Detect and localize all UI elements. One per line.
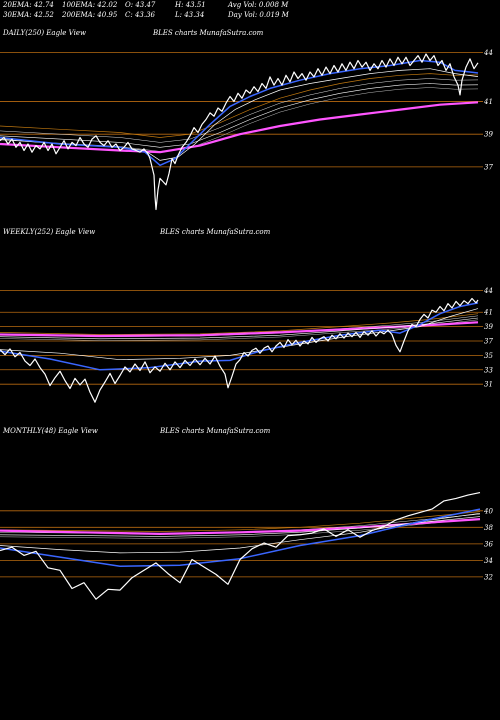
- weekly-price-line: [0, 297, 479, 403]
- monthly-ma-strand: [0, 518, 481, 539]
- weekly-tick-label: 37: [484, 338, 493, 346]
- monthly-ema200-line: [0, 518, 481, 536]
- monthly-ema100-line: [0, 516, 481, 537]
- weekly-watermark: BLES charts MunafaSutra.com: [160, 228, 271, 236]
- monthly-panel-label: MONTHLY(48) Eagle View: [3, 427, 98, 435]
- monthly-tick-label: 32: [484, 573, 493, 581]
- weekly-tick-label: 33: [484, 366, 493, 374]
- monthly-ma-strand: [0, 511, 481, 532]
- header-open: O: 43.47: [125, 1, 156, 9]
- header-avgvol: Avg Vol: 0.008 M: [228, 1, 289, 9]
- monthly-tick-label: 38: [484, 524, 493, 532]
- monthly-watermark: BLES charts MunafaSutra.com: [160, 427, 271, 435]
- daily-ema20-line: [0, 59, 479, 167]
- daily-ma-strand: [0, 87, 479, 152]
- weekly-panel: 44 41 39 37 35 33 31: [0, 287, 493, 403]
- header-dayvol: Day Vol: 0.019 M: [228, 11, 289, 19]
- weekly-tick-label: 41: [483, 309, 493, 317]
- daily-ema30-line: [0, 68, 479, 161]
- weekly-tick-label: 35: [484, 352, 493, 360]
- weekly-ema200-line: [0, 321, 479, 338]
- weekly-ma-strand: [0, 313, 479, 335]
- weekly-tick-label: 44: [483, 287, 493, 295]
- weekly-ema20-line: [0, 302, 479, 371]
- header-close: C: 43.36: [125, 11, 155, 19]
- header-ema20: 20EMA: 42.74: [3, 1, 54, 9]
- daily-panel: 44 41 39 37: [0, 49, 493, 211]
- monthly-tick-label: 34: [484, 557, 493, 565]
- weekly-tick-label: 31: [484, 381, 493, 389]
- daily-ma-strand: [0, 78, 479, 143]
- monthly-ema30-line: [0, 512, 481, 554]
- header-low: L: 43.34: [175, 11, 205, 19]
- weekly-ema30-line: [0, 308, 479, 361]
- monthly-tick-label: 36: [484, 540, 493, 548]
- daily-ema200-line: [0, 101, 479, 154]
- monthly-panel: 40 38 36 34 32: [0, 492, 493, 600]
- daily-price-line: [0, 53, 479, 211]
- header-high: H: 43.51: [175, 1, 206, 9]
- monthly-tick-label: 40: [483, 507, 493, 515]
- weekly-ema100-line: [0, 317, 479, 340]
- daily-ma-strand: [0, 73, 479, 138]
- header-ema30: 30EMA: 42.52: [3, 11, 54, 19]
- daily-tick-label: 41: [483, 98, 493, 106]
- daily-tick-label: 44: [483, 49, 493, 57]
- weekly-panel-label: WEEKLY(252) Eagle View: [3, 228, 96, 236]
- daily-ema100-line: [0, 83, 479, 148]
- header-ema100: 100EMA: 42.02: [62, 1, 118, 9]
- daily-tick-label: 39: [484, 131, 493, 139]
- daily-panel-label: DAILY(250) Eagle View: [3, 29, 86, 37]
- daily-tick-label: 37: [484, 163, 493, 171]
- daily-watermark: BLES charts MunafaSutra.com: [153, 29, 264, 37]
- weekly-tick-label: 39: [484, 323, 493, 331]
- header-ema200: 200EMA: 40.95: [62, 11, 118, 19]
- monthly-price-line: [0, 492, 481, 600]
